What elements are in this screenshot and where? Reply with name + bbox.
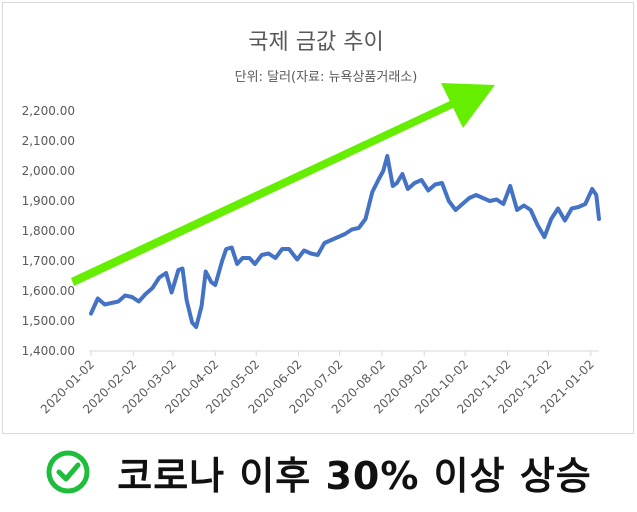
- arrow-shaft: [71, 100, 455, 286]
- arrow-head: [441, 83, 495, 128]
- y-tick-label: 2,000.00: [22, 164, 75, 178]
- y-tick-label: 1,500.00: [22, 314, 75, 328]
- y-axis-ticks: 1,400.00 1,500.00 1,600.00 1,700.00 1,800.00…: [22, 104, 75, 358]
- y-tick-label: 1,600.00: [22, 284, 75, 298]
- y-tick-label: 1,400.00: [22, 344, 75, 358]
- x-axis-ticks: 2020-01-022020-02-022020-03-022020-04-02…: [38, 351, 597, 416]
- chart-title: 국제 금값 추이: [248, 30, 383, 55]
- caption-text: 코로나 이후 30% 이상 상승: [117, 453, 592, 498]
- trend-arrow: [71, 83, 495, 286]
- chart-subtitle: 단위: 달러(자료: 뉴욕상품거래소): [235, 70, 418, 85]
- y-tick-label: 1,800.00: [22, 224, 75, 238]
- y-tick-label: 2,100.00: [22, 134, 75, 148]
- caption-banner: 코로나 이후 30% 이상 상승: [0, 436, 637, 508]
- chart-frame: 국제 금값 추이 단위: 달러(자료: 뉴욕상품거래소) 1,400.00 1,5…: [2, 2, 634, 434]
- check-circle-icon: [46, 450, 90, 494]
- y-tick-label: 2,200.00: [22, 104, 75, 118]
- series-line-gold-price: [89, 154, 601, 329]
- gold-price-chart: 국제 금값 추이 단위: 달러(자료: 뉴욕상품거래소) 1,400.00 1,5…: [22, 30, 601, 416]
- y-tick-label: 1,700.00: [22, 254, 75, 268]
- y-tick-label: 1,900.00: [22, 194, 75, 208]
